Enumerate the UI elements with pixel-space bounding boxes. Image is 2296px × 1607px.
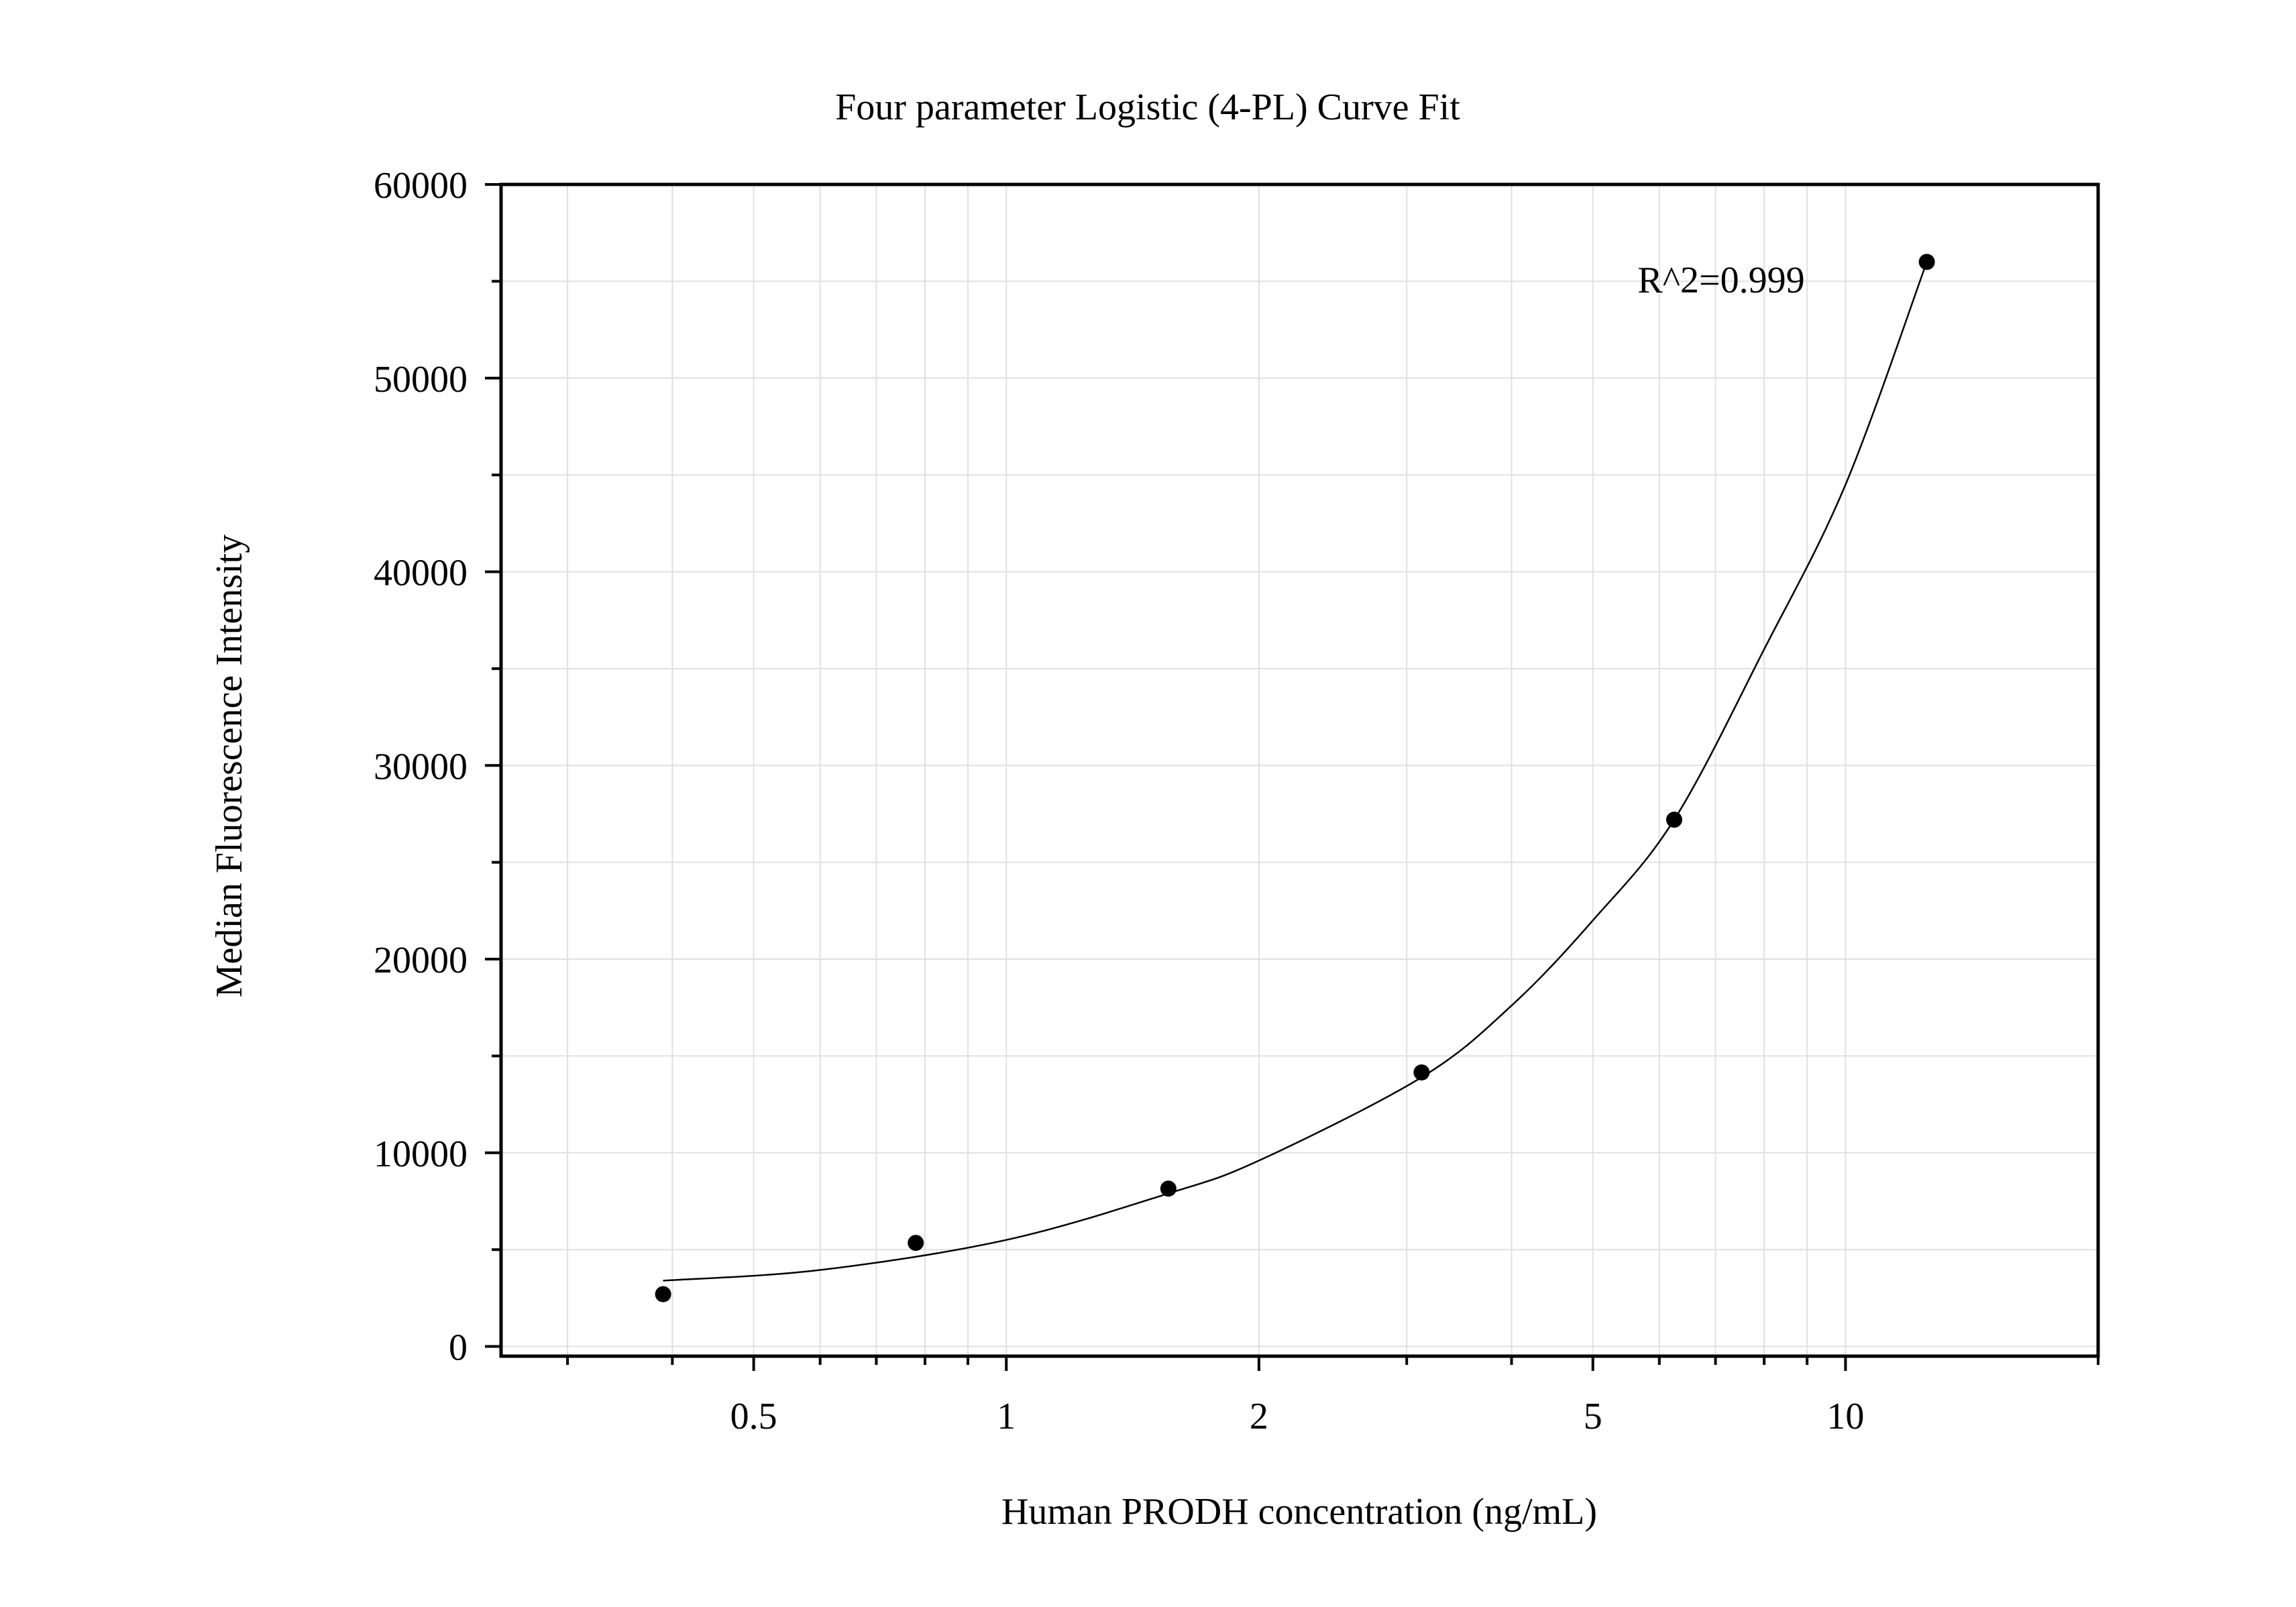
y-tick-label: 30000 [374, 746, 468, 787]
data-point [655, 1286, 671, 1303]
x-tick-label: 5 [1584, 1396, 1602, 1437]
x-tick-label: 10 [1826, 1396, 1864, 1437]
x-tick-label: 2 [1250, 1396, 1268, 1437]
data-point [1918, 254, 1935, 270]
x-axis-label: Human PRODH concentration (ng/mL) [1001, 1491, 1597, 1533]
plot-frame [499, 182, 2100, 1358]
fit-curve [663, 262, 1928, 1282]
r-squared-annotation: R^2=0.999 [1637, 260, 1804, 301]
y-tick-label: 40000 [374, 553, 468, 594]
y-axis-label: Median Fluorescence Intensity [209, 535, 250, 997]
data-layer [655, 254, 1935, 1303]
x-tick-label: 1 [997, 1396, 1016, 1437]
y-tick-label: 10000 [374, 1133, 468, 1175]
grid-layer [501, 184, 2099, 1356]
y-tick-label: 60000 [374, 165, 468, 207]
data-point [1160, 1180, 1177, 1197]
data-point [1665, 812, 1682, 828]
chart-title: Four parameter Logistic (4-PL) Curve Fit [835, 87, 1460, 128]
data-point [1413, 1064, 1430, 1080]
y-tick-label: 20000 [374, 940, 468, 981]
x-tick-label: 0.5 [730, 1396, 777, 1437]
y-tick-label: 0 [449, 1327, 468, 1369]
axes-layer: 0.5 1 2 5 10 0 10000 20000 30000 40000 50000 60000 [374, 165, 2100, 1437]
y-tick-label: 50000 [374, 359, 468, 400]
data-point [908, 1235, 924, 1252]
